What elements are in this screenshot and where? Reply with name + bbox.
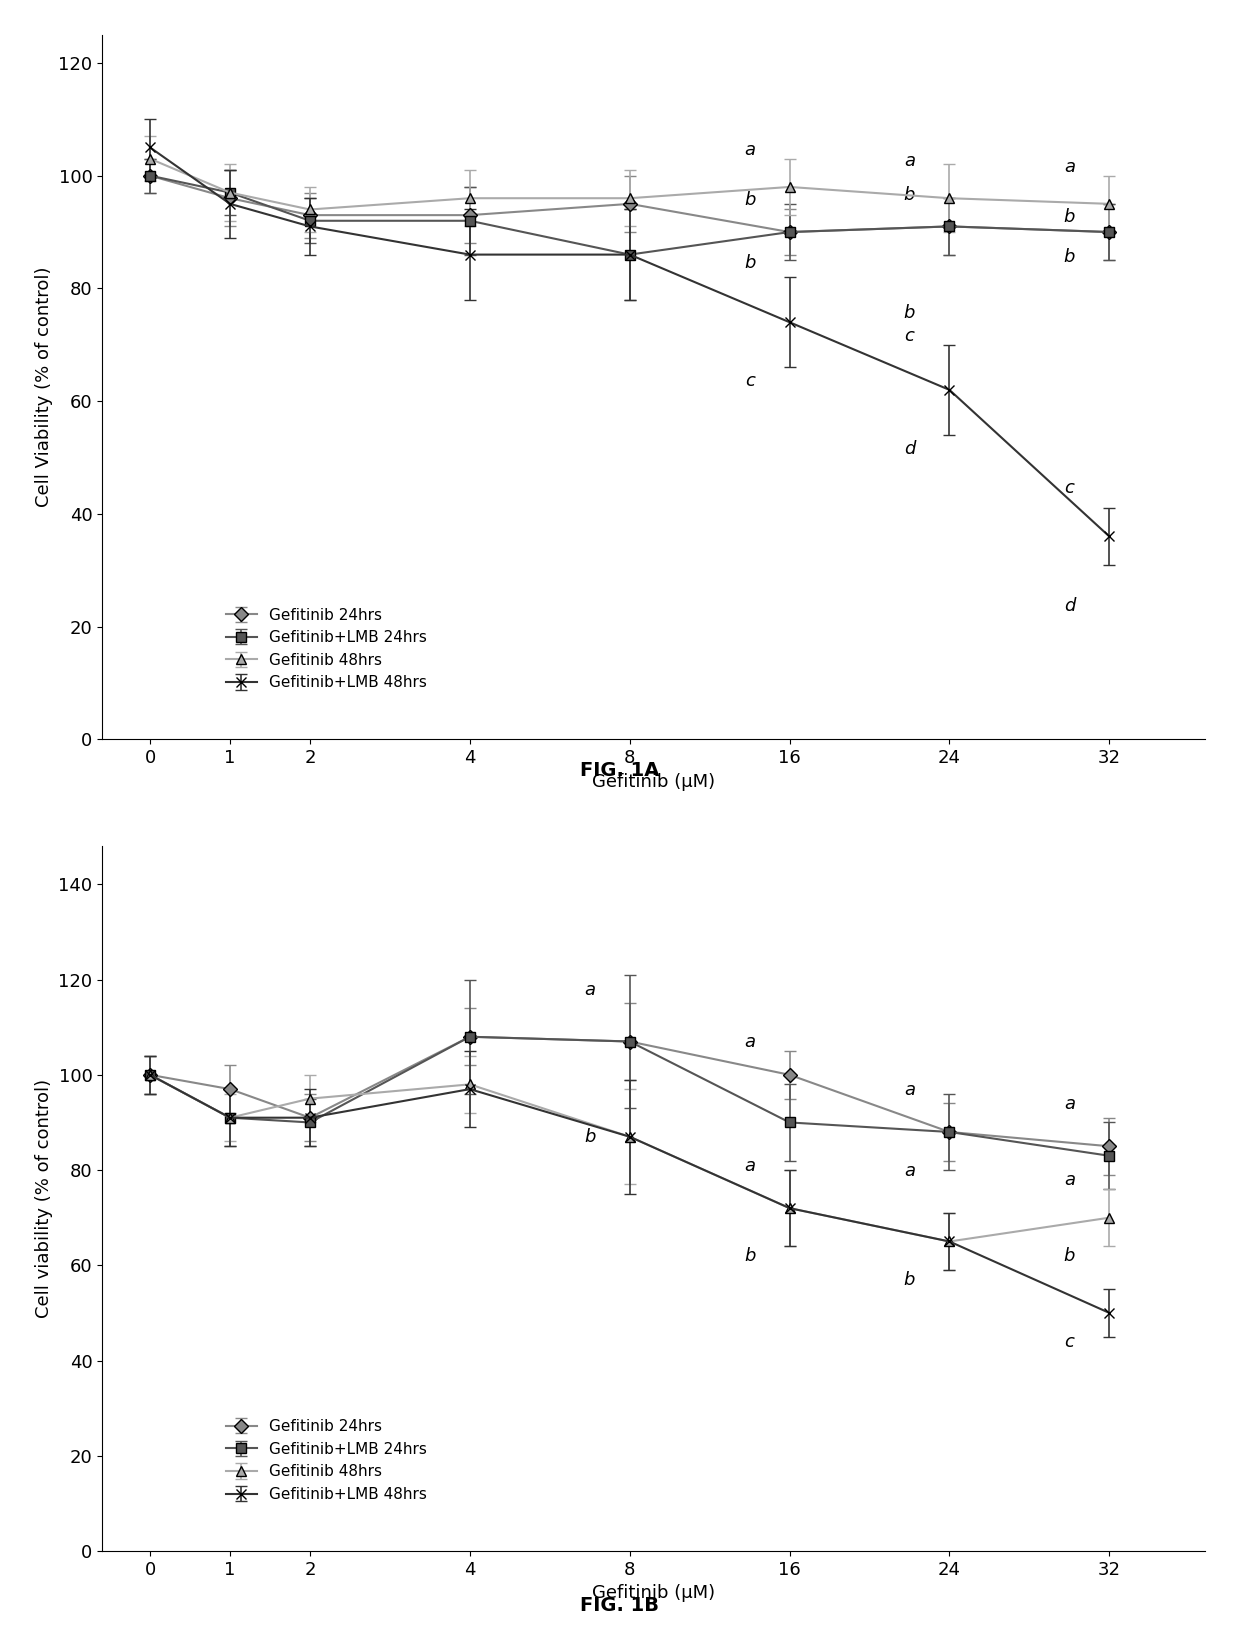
Text: b: b — [584, 1128, 595, 1146]
Legend: Gefitinib 24hrs, Gefitinib+LMB 24hrs, Gefitinib 48hrs, Gefitinib+LMB 48hrs: Gefitinib 24hrs, Gefitinib+LMB 24hrs, Ge… — [219, 601, 433, 697]
Text: b: b — [744, 1247, 755, 1265]
Text: c: c — [745, 372, 755, 390]
Text: b: b — [904, 304, 915, 322]
Text: b: b — [904, 1270, 915, 1288]
Text: c: c — [1064, 480, 1074, 498]
Text: d: d — [1064, 598, 1075, 616]
Text: a: a — [904, 152, 915, 170]
Text: b: b — [744, 192, 755, 210]
Legend: Gefitinib 24hrs, Gefitinib+LMB 24hrs, Gefitinib 48hrs, Gefitinib+LMB 48hrs: Gefitinib 24hrs, Gefitinib+LMB 24hrs, Ge… — [219, 1413, 433, 1508]
Text: b: b — [744, 254, 755, 272]
Text: a: a — [744, 141, 755, 159]
Text: d: d — [904, 440, 915, 458]
Text: c: c — [904, 327, 914, 345]
Text: a: a — [1064, 1095, 1075, 1113]
X-axis label: Gefitinib (μM): Gefitinib (μM) — [593, 773, 715, 791]
Text: c: c — [1064, 1333, 1074, 1351]
Text: a: a — [584, 981, 595, 999]
Text: b: b — [1064, 247, 1075, 265]
Text: a: a — [904, 1080, 915, 1098]
Text: a: a — [1064, 1170, 1075, 1188]
Text: b: b — [1064, 208, 1075, 226]
Text: a: a — [744, 1033, 755, 1051]
Text: b: b — [1064, 1247, 1075, 1265]
Text: a: a — [744, 1157, 755, 1175]
Text: b: b — [904, 187, 915, 205]
X-axis label: Gefitinib (μM): Gefitinib (μM) — [593, 1585, 715, 1603]
Text: FIG. 1A: FIG. 1A — [580, 761, 660, 781]
Text: a: a — [1064, 157, 1075, 175]
Text: FIG. 1B: FIG. 1B — [580, 1596, 660, 1616]
Y-axis label: Cell viability (% of control): Cell viability (% of control) — [35, 1079, 53, 1318]
Text: a: a — [904, 1162, 915, 1180]
Y-axis label: Cell Viability (% of control): Cell Viability (% of control) — [35, 267, 53, 507]
